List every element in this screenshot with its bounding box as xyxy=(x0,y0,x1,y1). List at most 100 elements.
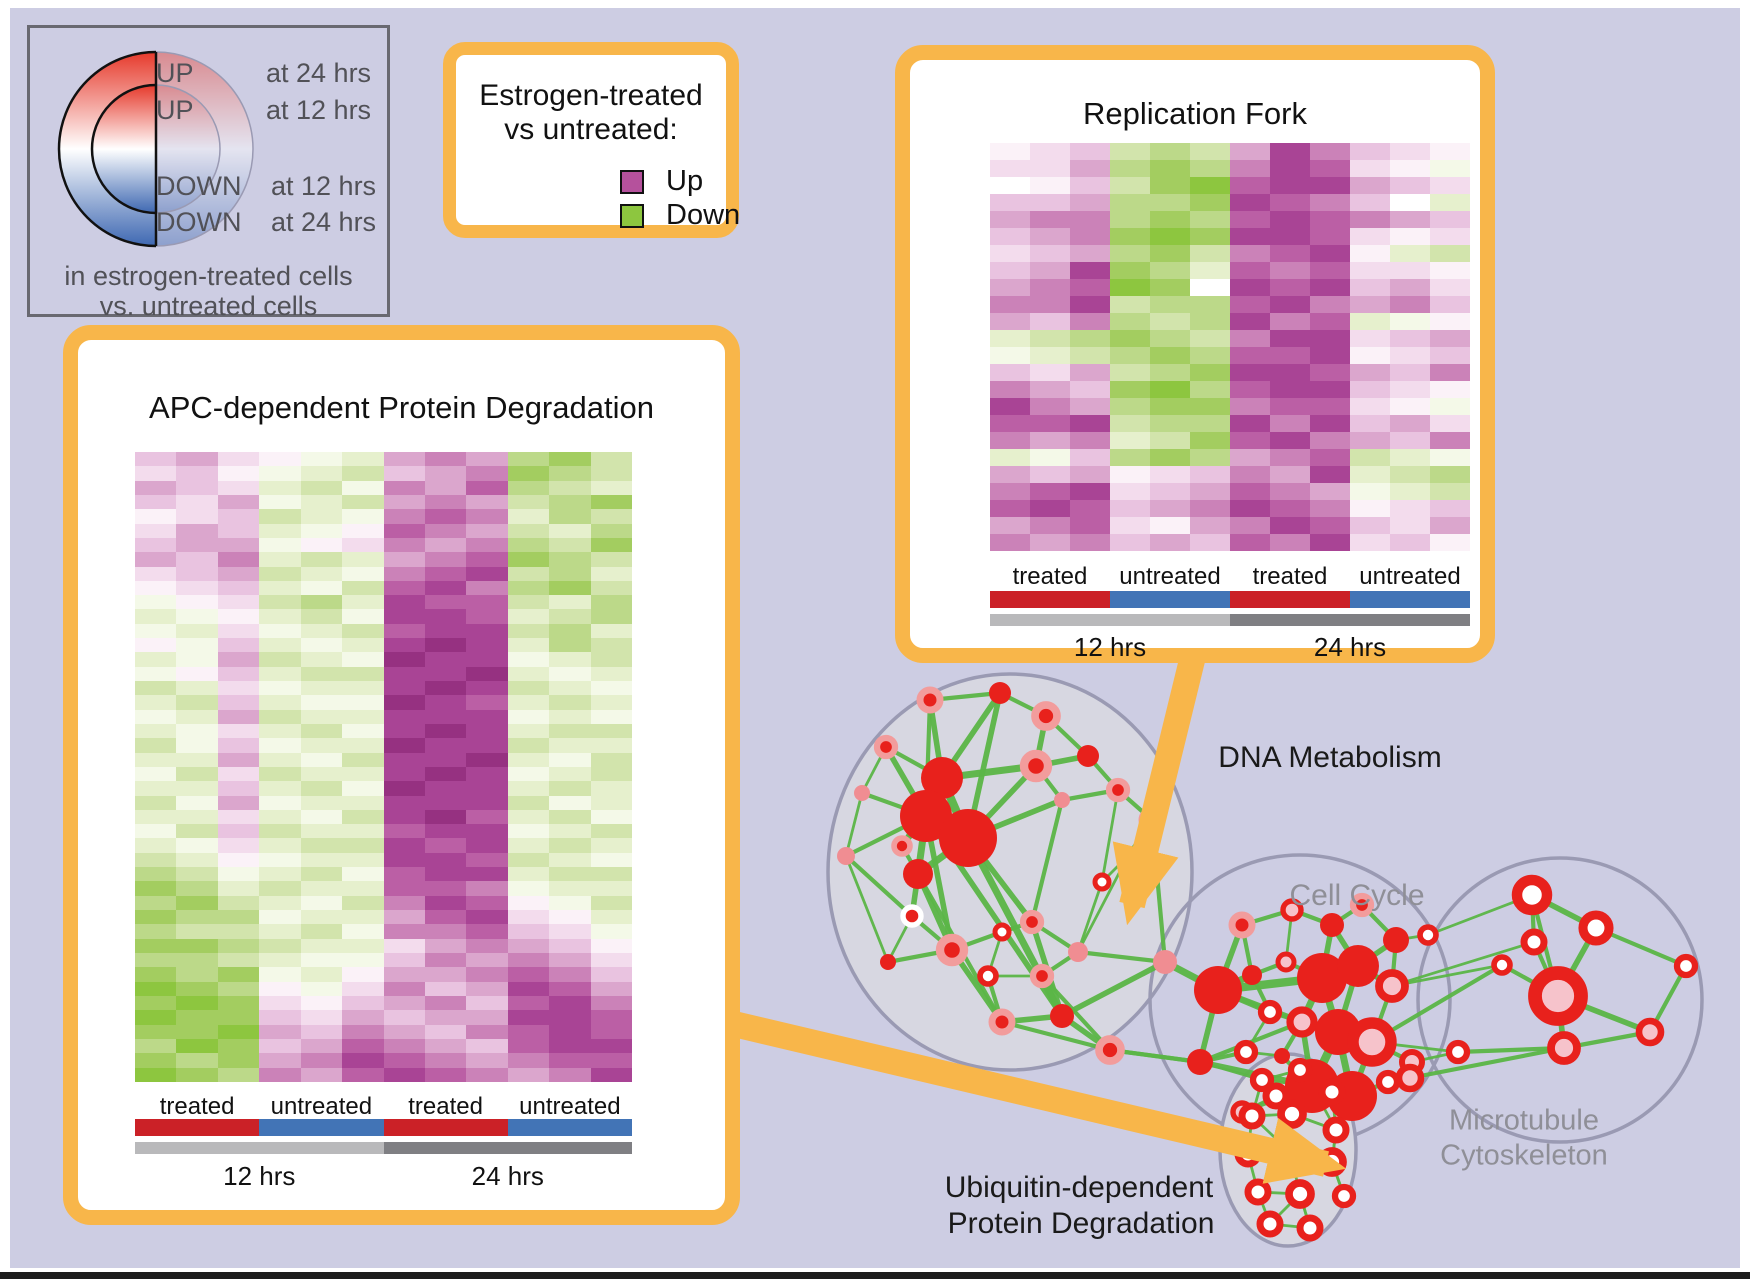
heatmap-cell xyxy=(176,852,218,868)
heatmap-cell xyxy=(507,609,550,624)
heatmap-cell xyxy=(424,924,467,939)
heatmap-cell xyxy=(466,638,508,653)
heatmap-cell xyxy=(990,330,1030,347)
heatmap-cell xyxy=(590,566,632,581)
heatmap-cell xyxy=(383,996,425,1011)
heatmap-cell xyxy=(1390,262,1430,279)
heatmap-cell xyxy=(300,838,343,853)
heatmap-cell xyxy=(135,938,177,954)
heatmap-cell xyxy=(383,723,425,739)
heatmap-cell xyxy=(1030,483,1070,500)
heatmap-cell xyxy=(217,595,260,610)
heatmap-cell xyxy=(383,752,425,767)
heatmap-cell xyxy=(1150,466,1190,483)
gene-node xyxy=(1077,745,1099,767)
heatmap-cell xyxy=(1150,177,1190,194)
heatmap-cell xyxy=(507,738,550,753)
heatmap-cell xyxy=(549,738,591,753)
heatmap-cell xyxy=(1430,534,1470,551)
heatmap-cell xyxy=(176,981,218,997)
heatmap-cell xyxy=(259,480,301,495)
gene-node xyxy=(1547,1031,1581,1065)
heatmap-cell xyxy=(217,537,260,553)
heatmap-cell xyxy=(1310,534,1350,551)
heatmap-cell xyxy=(1390,194,1430,211)
heatmap-cell xyxy=(259,967,301,982)
heatmap-cell xyxy=(1270,143,1310,160)
heatmap-cell xyxy=(424,452,467,467)
heatmap-cell xyxy=(383,681,425,696)
heatmap-cell xyxy=(507,723,550,739)
heatmap-cell xyxy=(1110,466,1150,483)
gene-node xyxy=(1331,1183,1357,1209)
treatment-bar xyxy=(507,1119,632,1136)
heatmap-cell xyxy=(300,666,343,681)
heatmap-cell xyxy=(1030,262,1070,279)
heatmap-cell xyxy=(135,580,177,596)
heatmap-cell xyxy=(176,795,218,810)
ring-caption-line1: in estrogen-treated cells xyxy=(64,261,353,291)
heatmap-cell xyxy=(424,523,467,538)
gene-node xyxy=(1347,1017,1397,1067)
heatmap-cell xyxy=(424,723,467,739)
heatmap-cell xyxy=(507,1067,550,1082)
heatmap-cell xyxy=(1270,398,1310,415)
heatmap-cell xyxy=(466,781,508,796)
rf-panel-title: Replication Fork xyxy=(1083,96,1307,131)
heatmap-cell xyxy=(549,838,591,853)
heatmap-cell xyxy=(135,1067,177,1082)
heatmap-cell xyxy=(135,566,177,581)
heatmap-cell xyxy=(507,652,550,667)
heatmap-cell xyxy=(549,466,591,481)
heatmap-cell xyxy=(549,924,591,939)
heatmap-cell xyxy=(1190,415,1230,432)
heatmap-cell xyxy=(217,752,260,767)
heatmap-cell xyxy=(466,1010,508,1025)
heatmap-cell xyxy=(217,452,260,467)
heatmap-cell xyxy=(507,537,550,553)
heatmap-cell xyxy=(383,795,425,810)
heatmap-cell xyxy=(1430,143,1470,160)
gene-node xyxy=(1050,1004,1074,1028)
heatmap-cell xyxy=(342,981,384,997)
gene-node xyxy=(1285,1179,1315,1209)
heatmap-cell xyxy=(1350,313,1390,330)
heatmap-cell xyxy=(1350,466,1390,483)
heatmap-cell xyxy=(342,1039,384,1054)
heatmap-cell xyxy=(217,523,260,538)
gene-node xyxy=(903,859,933,889)
heatmap-cell xyxy=(1030,313,1070,330)
heatmap-cell xyxy=(300,1010,343,1025)
heatmap-cell xyxy=(259,981,301,997)
heatmap-cell xyxy=(1190,534,1230,551)
heatmap-cell xyxy=(176,666,218,681)
rf-group-labels: treated untreated treated untreated xyxy=(990,563,1470,591)
gene-node xyxy=(1092,872,1112,892)
heatmap-cell xyxy=(217,895,260,911)
heatmap-cell xyxy=(1430,347,1470,364)
heatmap-cell xyxy=(342,867,384,882)
heatmap-cell xyxy=(466,881,508,896)
heatmap-cell xyxy=(507,566,550,581)
heatmap-cell xyxy=(1390,449,1430,466)
heatmap-cell xyxy=(1150,381,1190,398)
heatmap-cell xyxy=(1150,313,1190,330)
heatmap-cell xyxy=(1350,330,1390,347)
heatmap-cell xyxy=(507,809,550,825)
heatmap-cell xyxy=(1390,517,1430,534)
heatmap-cell xyxy=(300,996,343,1011)
heatmap-cell xyxy=(300,752,343,767)
heatmap-cell xyxy=(176,537,218,553)
heatmap-cell xyxy=(1030,534,1070,551)
heatmap-cell xyxy=(466,752,508,767)
heatmap-cell xyxy=(342,910,384,925)
heatmap-cell xyxy=(300,580,343,596)
ring-time-down-24: at 24 hrs xyxy=(271,207,377,237)
gene-node xyxy=(1383,927,1409,953)
heatmap-cell xyxy=(466,509,508,524)
heatmap-cell xyxy=(549,981,591,997)
time-label: 24 hrs xyxy=(1313,632,1387,662)
heatmap-cell xyxy=(549,1010,591,1025)
heatmap-cell xyxy=(590,852,632,868)
heatmap-cell xyxy=(135,824,177,839)
